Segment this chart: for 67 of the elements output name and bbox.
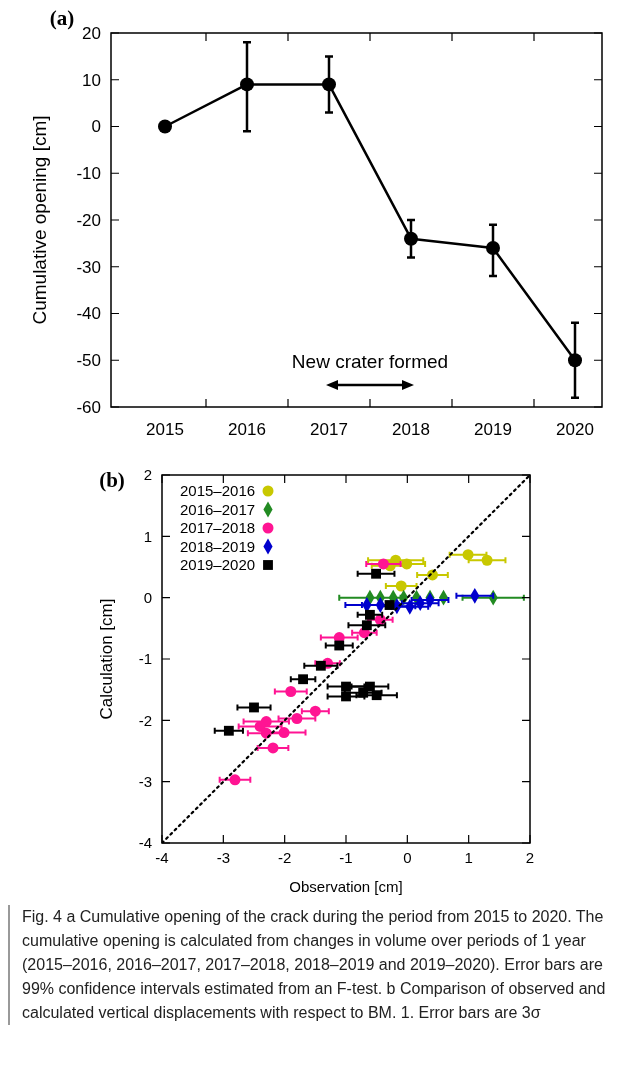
point	[223, 725, 234, 736]
caption: Fig. 4 a Cumulative opening of the crack during the period from 2015 to 2020. The cumulative opening is calculated from changes in volume over periods of 1 year (2015–2016, 2016–2017, 2017–2018, 2018–2019 and 2019–2020). Error bars are 99% confidence intervals estimated from an F-test. b Comparison of observed and calculated vertical displacements with respect to BM. 1. Error bars are 3σ	[8, 905, 618, 1025]
point	[229, 774, 241, 786]
x-tick-label: -4	[155, 849, 169, 866]
y-tick-label: 1	[143, 527, 152, 545]
x-tick-label: -2	[277, 849, 292, 866]
point	[404, 231, 418, 246]
y-tick-label: 10	[82, 70, 101, 90]
point	[240, 77, 254, 92]
point	[298, 674, 308, 685]
chart-title: (a)	[49, 6, 75, 31]
legend-label: 2017–2018	[180, 519, 256, 537]
y-axis-title: Calculation [cm]	[97, 598, 116, 720]
y-tick-label: -2	[138, 711, 152, 729]
legend-label: 2015–2016	[180, 482, 256, 500]
point	[267, 742, 279, 754]
x-tick-label: 2020	[556, 420, 594, 439]
chart-title: (b)	[99, 468, 125, 493]
point	[158, 119, 172, 134]
point	[334, 640, 345, 651]
y-tick-label: -4	[138, 834, 152, 852]
point	[315, 660, 326, 671]
point	[384, 600, 395, 610]
y-tick-label: -50	[76, 351, 101, 371]
point	[371, 568, 381, 579]
point	[395, 580, 407, 592]
point	[481, 554, 493, 566]
point	[377, 558, 389, 570]
y-tick-label: 0	[91, 117, 101, 137]
x-tick-label: 2015	[146, 420, 184, 439]
y-tick-label: -10	[76, 164, 101, 184]
x-tick-label: -1	[339, 849, 353, 866]
x-tick-label: 2019	[474, 420, 512, 439]
point	[309, 705, 321, 717]
x-tick-label: 2017	[310, 420, 348, 439]
point	[486, 241, 500, 256]
y-tick-label: 20	[82, 23, 101, 43]
y-tick-label: -40	[76, 304, 101, 324]
y-tick-label: -3	[138, 772, 152, 790]
point	[249, 702, 259, 713]
x-axis-title: Observation [cm]	[289, 878, 403, 895]
point	[341, 681, 351, 692]
x-tick-label: -3	[216, 849, 231, 866]
x-tick-label: 0	[403, 849, 412, 866]
x-tick-label: 2	[525, 849, 535, 866]
point	[291, 713, 303, 724]
point	[568, 353, 582, 368]
y-tick-label: -60	[76, 397, 101, 417]
y-tick-label: 0	[143, 588, 152, 606]
x-tick-label: 2016	[228, 420, 266, 439]
legend-label: 2016–2017	[180, 500, 256, 518]
legend-label: 2019–2020	[180, 556, 256, 574]
y-axis-title: Cumulative opening [cm]	[29, 115, 50, 325]
legend-label: 2018–2019	[180, 537, 256, 555]
annotation: New crater formed	[291, 350, 449, 372]
x-tick-label: 2018	[392, 420, 430, 439]
y-tick-label: -30	[76, 257, 101, 277]
y-tick-label: -20	[76, 210, 101, 230]
point	[401, 558, 413, 570]
point	[365, 609, 375, 620]
point	[322, 77, 336, 92]
y-tick-label: -1	[138, 650, 152, 668]
point	[361, 620, 372, 631]
x-tick-label: 1	[464, 849, 473, 866]
point	[371, 690, 382, 701]
point	[285, 686, 297, 697]
y-tick-label: 2	[143, 466, 152, 484]
